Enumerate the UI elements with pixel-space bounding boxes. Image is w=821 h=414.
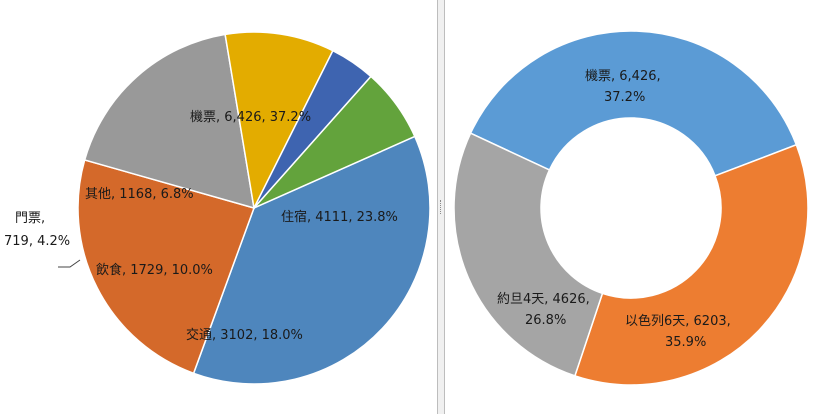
donut-label-israel-1: 以色列6天, 6203, (625, 313, 731, 329)
donut-slice-1[interactable] (573, 143, 809, 386)
right-chart-panel: 機票, 6,426, 37.2% 以色列6天, 6203, 35.9% 約旦4天… (445, 0, 821, 414)
pie-label-qita: 其他, 1168, 6.8% (85, 187, 194, 202)
leader-line-menpiao (58, 259, 81, 268)
pie-chart: 機票, 6,426, 37.2% 住宿, 4111, 23.8% 交通, 310… (4, 31, 431, 385)
donut-label-jipiao-2: 37.2% (604, 90, 645, 105)
donut-slice-2[interactable] (453, 132, 604, 377)
pie-slice-5[interactable] (253, 75, 416, 209)
donut-label-israel-2: 35.9% (665, 335, 706, 350)
left-chart-panel: 機票, 6,426, 37.2% 住宿, 4111, 23.8% 交通, 310… (4, 31, 431, 385)
donut-label-jordan-2: 26.8% (525, 313, 566, 328)
donut-slice-0[interactable] (469, 30, 798, 177)
pie-label-menpiao-value: 719, 4.2% (4, 234, 70, 249)
pie-label-jiaotong: 交通, 3102, 18.0% (186, 327, 303, 343)
pie-label-jipiao: 機票, 6,426, 37.2% (190, 110, 311, 125)
donut-label-jordan-1: 約旦4天, 4626, (497, 292, 590, 307)
pie-label-menpiao-name: 門票, (15, 211, 45, 226)
pie-label-zhusu: 住宿, 4111, 23.8% (281, 209, 398, 225)
pie-slice-3[interactable] (224, 31, 334, 211)
panel-divider[interactable] (437, 0, 445, 414)
pie-slice-2[interactable] (83, 33, 255, 210)
divider-grip-icon[interactable] (440, 200, 443, 214)
donut-chart: 機票, 6,426, 37.2% 以色列6天, 6203, 35.9% 約旦4天… (453, 30, 809, 386)
pie-slice-0[interactable] (192, 135, 431, 385)
pie-slice-1[interactable] (77, 159, 255, 375)
donut-label-jipiao-1: 機票, 6,426, (585, 69, 661, 84)
pie-label-yinshi: 飲食, 1729, 10.0% (96, 262, 213, 278)
